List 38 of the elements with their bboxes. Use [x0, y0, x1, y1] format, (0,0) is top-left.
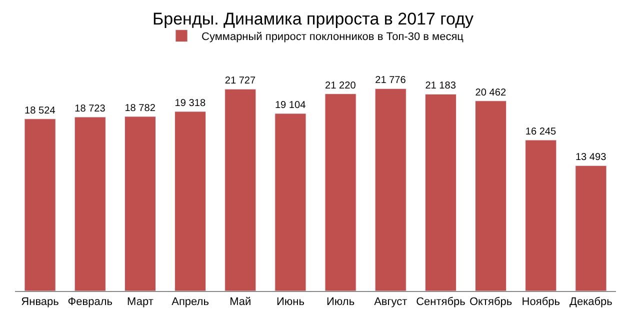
bar: [525, 140, 557, 291]
data-label: 21 220: [325, 80, 356, 92]
bar: [24, 118, 56, 291]
x-tick-label: Июль: [326, 296, 355, 308]
bar: [74, 116, 106, 291]
data-label: 21 183: [425, 80, 456, 92]
bar: [475, 100, 507, 291]
bar: [274, 113, 306, 291]
bar: [424, 94, 456, 291]
x-tick-label: Ноябрь: [522, 296, 560, 308]
x-tick-label: Декабрь: [570, 296, 613, 308]
x-tick-label: Апрель: [172, 296, 210, 308]
legend-label: Суммарный прирост поклонников в Топ-30 в месяц: [202, 31, 464, 44]
x-tick-label: Июнь: [276, 296, 305, 308]
bar: [124, 116, 156, 291]
data-label: 21 776: [375, 75, 406, 86]
data-label: 20 462: [475, 87, 506, 98]
chart-title: Бренды. Динамика прироста в 2017 году: [152, 10, 474, 29]
x-tick-label: Январь: [21, 296, 60, 308]
bar: [174, 111, 206, 291]
x-tick-label: Август: [374, 296, 408, 308]
data-label: 13 493: [575, 152, 607, 164]
bar: [324, 94, 356, 291]
data-label: 18 723: [74, 104, 106, 115]
x-tick-label: Май: [230, 296, 252, 308]
data-label: 21 727: [224, 76, 256, 87]
data-label: 18 524: [24, 105, 56, 116]
x-tick-label: Сентябрь: [416, 296, 466, 308]
data-label: 18 782: [124, 102, 156, 114]
data-label: 19 318: [174, 98, 206, 109]
x-tick-label: Октябрь: [469, 296, 512, 308]
bar: [575, 165, 607, 291]
x-tick-label: Февраль: [68, 296, 113, 308]
bar: [374, 88, 406, 291]
data-label: 16 245: [525, 126, 557, 138]
x-tick-label: Март: [127, 296, 154, 308]
data-label: 19 104: [274, 100, 306, 111]
bar: [224, 88, 256, 291]
